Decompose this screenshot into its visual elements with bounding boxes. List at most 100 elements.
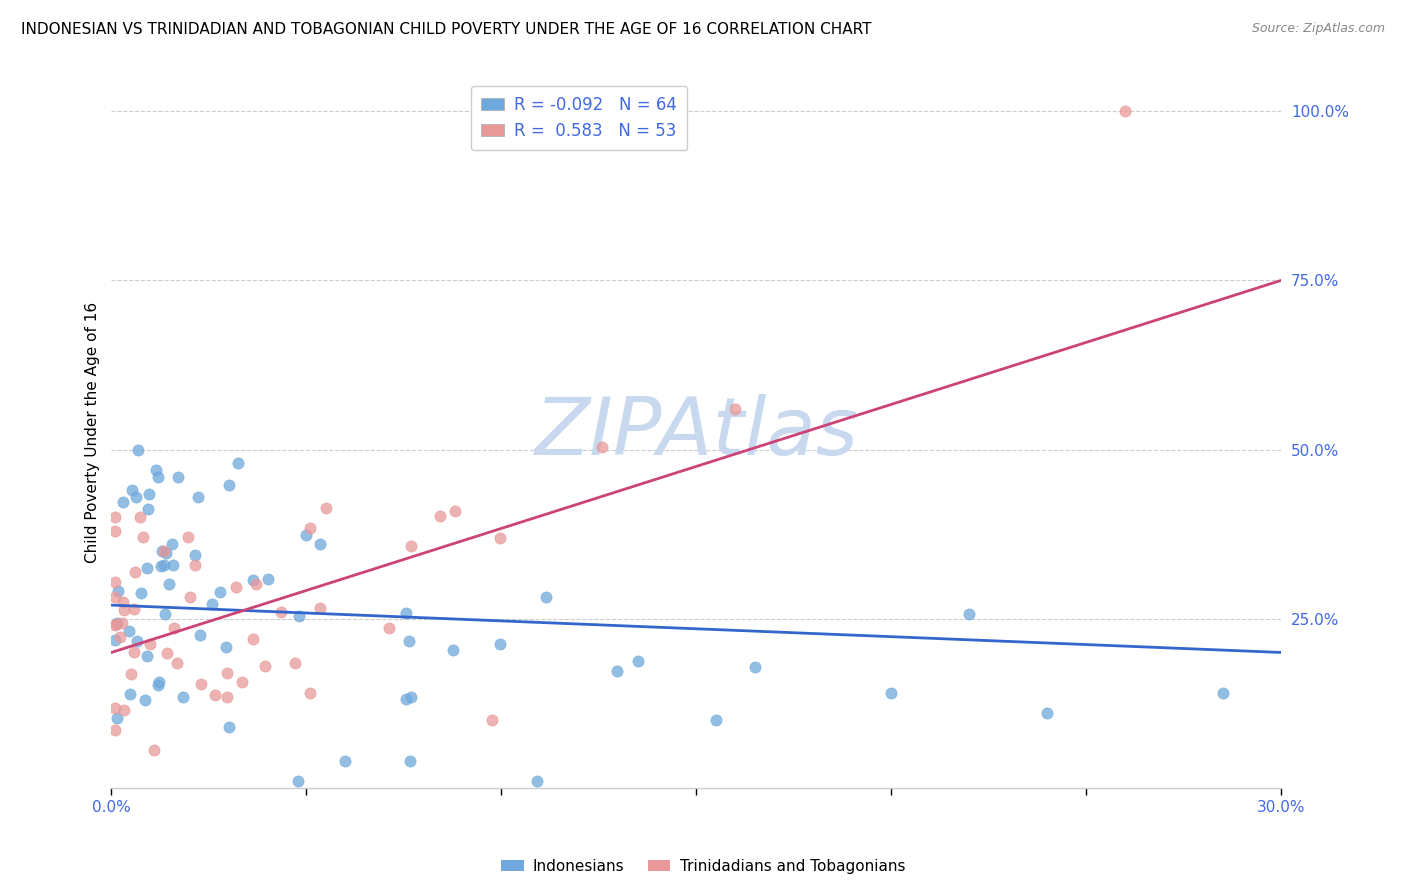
- Point: [284, 657, 307, 671]
- Point: [481, 713, 503, 727]
- Point: [124, 565, 146, 579]
- Point: [489, 637, 512, 651]
- Point: [315, 501, 337, 516]
- Point: [378, 622, 401, 636]
- Point: [294, 528, 316, 542]
- Point: [627, 655, 650, 669]
- Point: [231, 675, 253, 690]
- Point: [104, 574, 127, 589]
- Point: [526, 774, 548, 789]
- Point: [880, 686, 903, 700]
- Point: [957, 607, 980, 621]
- Point: [225, 580, 247, 594]
- Point: [253, 659, 276, 673]
- Point: [190, 677, 212, 691]
- Point: [744, 660, 766, 674]
- Point: [155, 546, 177, 560]
- Point: [148, 678, 170, 692]
- Point: [153, 558, 176, 572]
- Point: [112, 703, 135, 717]
- Point: [201, 597, 224, 611]
- Point: [270, 605, 292, 619]
- Point: [125, 633, 148, 648]
- Point: [488, 531, 510, 545]
- Point: [139, 637, 162, 651]
- Point: [395, 692, 418, 706]
- Point: [1212, 686, 1234, 700]
- Point: [104, 524, 127, 538]
- Point: [704, 713, 727, 727]
- Point: [298, 686, 321, 700]
- Point: [287, 774, 309, 789]
- Point: [136, 649, 159, 664]
- Point: [134, 693, 156, 707]
- Point: [120, 687, 142, 701]
- Point: [399, 539, 422, 553]
- Point: [163, 621, 186, 635]
- Point: [129, 585, 152, 599]
- Point: [112, 602, 135, 616]
- Point: [188, 628, 211, 642]
- Point: [136, 502, 159, 516]
- Point: [149, 559, 172, 574]
- Point: [187, 490, 209, 504]
- Point: [156, 646, 179, 660]
- Point: [110, 631, 132, 645]
- Point: [217, 690, 239, 705]
- Point: [122, 602, 145, 616]
- Y-axis label: Child Poverty Under the Age of 16: Child Poverty Under the Age of 16: [86, 302, 100, 563]
- Point: [162, 558, 184, 573]
- Point: [138, 486, 160, 500]
- Point: [107, 583, 129, 598]
- Point: [166, 656, 188, 670]
- Text: Source: ZipAtlas.com: Source: ZipAtlas.com: [1251, 22, 1385, 36]
- Point: [105, 616, 128, 631]
- Point: [172, 690, 194, 705]
- Point: [242, 632, 264, 646]
- Point: [309, 601, 332, 615]
- Point: [110, 615, 132, 630]
- Point: [105, 711, 128, 725]
- Point: [120, 667, 142, 681]
- Text: INDONESIAN VS TRINIDADIAN AND TOBAGONIAN CHILD POVERTY UNDER THE AGE OF 16 CORRE: INDONESIAN VS TRINIDADIAN AND TOBAGONIAN…: [21, 22, 872, 37]
- Point: [136, 561, 159, 575]
- Point: [536, 590, 558, 604]
- Point: [394, 606, 416, 620]
- Point: [121, 483, 143, 497]
- Point: [217, 665, 239, 680]
- Point: [245, 577, 267, 591]
- Point: [111, 595, 134, 609]
- Point: [398, 633, 420, 648]
- Point: [132, 531, 155, 545]
- Point: [150, 544, 173, 558]
- Point: [335, 754, 357, 768]
- Point: [218, 720, 240, 734]
- Point: [105, 615, 128, 630]
- Point: [1036, 706, 1059, 721]
- Point: [228, 456, 250, 470]
- Point: [127, 442, 149, 457]
- Point: [398, 754, 420, 768]
- Point: [184, 558, 207, 572]
- Point: [152, 544, 174, 558]
- Point: [208, 585, 231, 599]
- Point: [444, 504, 467, 518]
- Point: [401, 690, 423, 704]
- Point: [242, 573, 264, 587]
- Point: [148, 674, 170, 689]
- Point: [157, 576, 180, 591]
- Point: [104, 723, 127, 738]
- Point: [155, 607, 177, 621]
- Point: [1114, 104, 1136, 119]
- Point: [218, 478, 240, 492]
- Point: [214, 640, 236, 654]
- Point: [257, 572, 280, 586]
- Point: [145, 463, 167, 477]
- Point: [309, 537, 332, 551]
- Point: [104, 510, 127, 524]
- Point: [591, 440, 613, 454]
- Point: [177, 531, 200, 545]
- Point: [166, 469, 188, 483]
- Point: [118, 624, 141, 639]
- Point: [104, 591, 127, 605]
